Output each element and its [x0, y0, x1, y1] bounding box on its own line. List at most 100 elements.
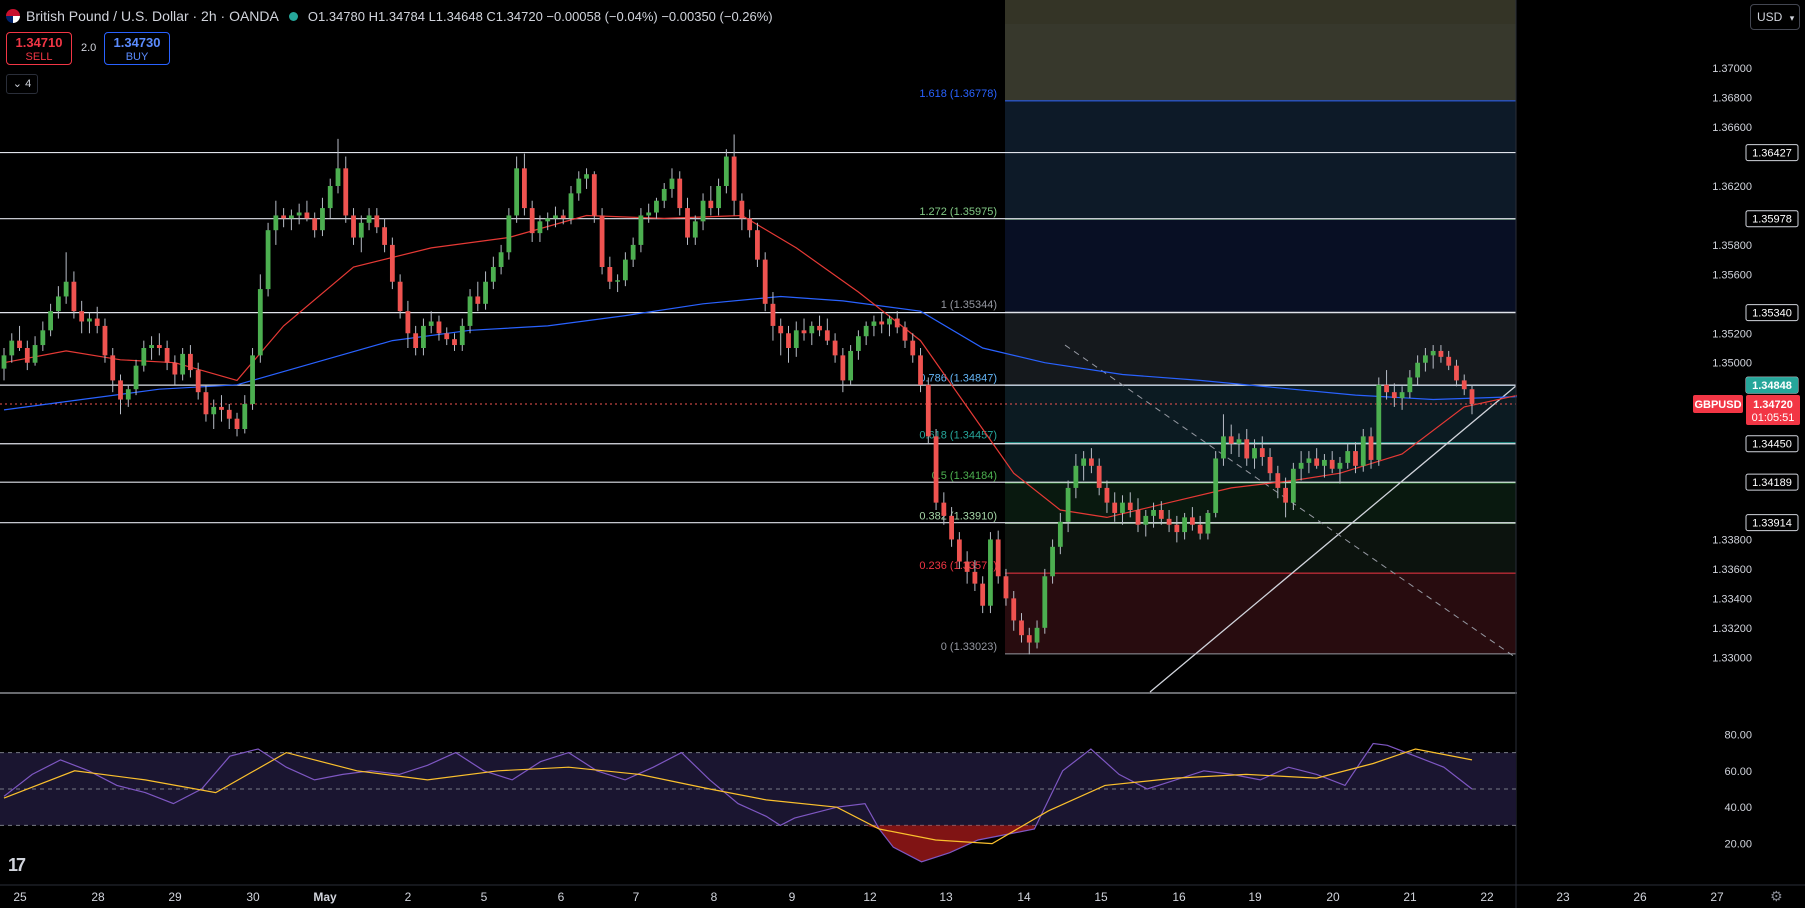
candle — [1205, 510, 1211, 540]
candle-body — [1166, 518, 1172, 525]
candle-body — [32, 345, 38, 363]
candle — [638, 208, 644, 253]
candle-body — [1283, 487, 1288, 503]
candle-body — [1096, 465, 1102, 488]
candle-body — [910, 340, 916, 356]
candle-body — [933, 436, 939, 503]
candle — [506, 208, 512, 260]
candle-body — [537, 221, 543, 234]
candle-body — [405, 311, 411, 334]
candle — [1376, 377, 1382, 466]
candle — [281, 208, 287, 228]
candle — [755, 222, 760, 267]
buy-button[interactable]: 1.34730 BUY — [104, 32, 170, 65]
candle-body — [995, 539, 1001, 577]
price-tick-label: 1.36200 — [1712, 181, 1752, 193]
candle-body — [591, 174, 597, 216]
time-tick-label: 19 — [1248, 890, 1262, 904]
candle-body — [219, 406, 224, 410]
candle — [801, 318, 807, 341]
candle-body — [1034, 627, 1040, 643]
price-tick-label: 1.35000 — [1712, 358, 1752, 370]
candle-body — [257, 289, 263, 356]
candle-body — [778, 325, 784, 334]
candle-body — [125, 389, 131, 400]
candle-body — [459, 325, 465, 346]
candle-body — [1143, 515, 1149, 525]
candle — [428, 311, 434, 334]
candle — [964, 551, 970, 584]
price-level-badge — [1745, 144, 1799, 162]
fib-zone-1.272 — [1005, 100, 1516, 220]
candle-body — [1337, 462, 1343, 469]
candle-body — [918, 355, 923, 385]
candle-body — [1236, 439, 1242, 444]
candle-body — [1120, 502, 1125, 513]
candle-body — [685, 208, 690, 238]
candle — [576, 171, 582, 201]
fib-zone-0.786 — [1005, 312, 1516, 386]
candle-body — [118, 380, 123, 400]
candle — [1454, 359, 1459, 387]
candle-body — [1221, 436, 1226, 459]
candle — [848, 345, 854, 385]
uptrend-line — [1149, 385, 1517, 693]
candle — [358, 215, 364, 253]
time-tick-label: 9 — [789, 890, 796, 904]
candle-body — [949, 515, 954, 540]
symbol-header[interactable]: British Pound / U.S. Dollar · 2h · OANDA… — [6, 6, 773, 26]
candle — [1298, 451, 1304, 481]
rsi-tick-label: 20.00 — [1724, 839, 1752, 851]
time-tick-label: 8 — [711, 890, 718, 904]
candle — [1384, 370, 1389, 400]
candle-body — [871, 321, 877, 326]
candle — [840, 348, 846, 393]
candle-body — [988, 539, 993, 606]
candle-body — [397, 281, 403, 312]
candle — [995, 530, 1001, 584]
candle-body — [1353, 451, 1358, 466]
candle — [1057, 512, 1063, 555]
candle-body — [1298, 462, 1304, 469]
indicators-toggle[interactable]: ⌄ 4 — [6, 74, 38, 94]
candle — [599, 208, 605, 275]
time-tick-label: 13 — [939, 890, 953, 904]
candle — [677, 171, 683, 216]
candle-body — [172, 362, 178, 375]
candle — [320, 197, 325, 237]
candle-body — [180, 353, 186, 375]
candle — [1151, 502, 1156, 528]
symbol-title[interactable]: British Pound / U.S. Dollar · 2h · OANDA — [26, 8, 279, 24]
currency-select[interactable]: USD ▾ — [1750, 4, 1800, 30]
candle-body — [863, 325, 869, 337]
candle — [366, 208, 372, 231]
sell-button[interactable]: 1.34710 SELL — [6, 32, 72, 65]
candle — [250, 348, 255, 410]
candle — [910, 333, 916, 363]
candle — [421, 318, 426, 356]
candle — [1236, 433, 1242, 457]
candle — [1182, 512, 1188, 540]
candle — [894, 311, 900, 334]
candle — [941, 492, 947, 525]
candle-body — [654, 200, 659, 213]
price-level-badge-text: 1.36427 — [1752, 148, 1792, 160]
candle-body — [351, 215, 356, 238]
time-tick-label: 7 — [633, 890, 640, 904]
candle — [708, 186, 714, 216]
candle-body — [296, 212, 302, 216]
gear-icon[interactable]: ⚙ — [1770, 888, 1783, 904]
candle-body — [568, 193, 574, 219]
candle-body — [498, 252, 504, 267]
fib-zone-0 — [1005, 573, 1516, 654]
candle — [188, 345, 193, 378]
candle — [1469, 384, 1475, 415]
candle — [949, 507, 954, 547]
candle-body — [1189, 517, 1195, 525]
candle — [1259, 436, 1265, 466]
candle — [1026, 627, 1032, 655]
candle — [288, 209, 294, 231]
price-level-badge-text: 1.34450 — [1752, 439, 1792, 451]
candle — [972, 560, 978, 591]
